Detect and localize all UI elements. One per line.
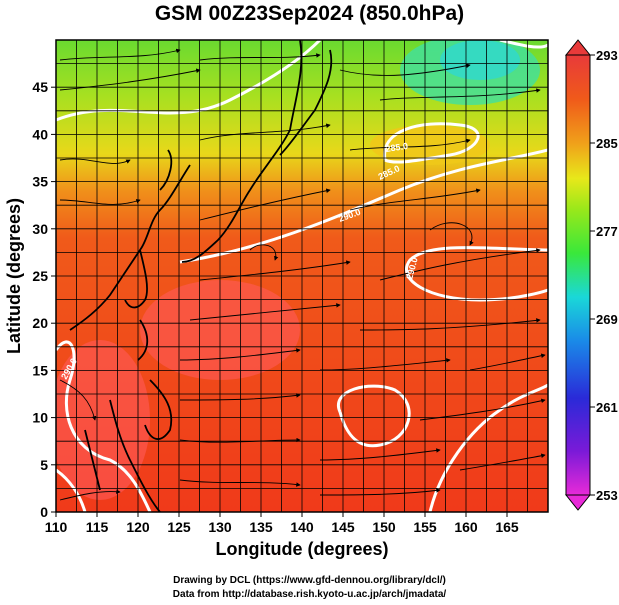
x-tick-label: 165 bbox=[495, 519, 519, 535]
colorbar-tick-label: 269 bbox=[596, 312, 618, 327]
y-tick-labels: 0 5 10 15 20 25 30 35 40 45 bbox=[32, 79, 56, 520]
x-tick-label: 140 bbox=[290, 519, 314, 535]
colorbar-tick-label: 293 bbox=[596, 48, 618, 63]
yellow-band bbox=[370, 125, 490, 165]
y-tick-label: 25 bbox=[32, 268, 48, 284]
credit-data: Data from http://database.rish.kyoto-u.a… bbox=[172, 589, 447, 600]
x-tick-label: 145 bbox=[331, 519, 355, 535]
warm-patch-south bbox=[56, 340, 150, 500]
colorbar-top-arrow bbox=[564, 39, 592, 56]
x-tick-label: 125 bbox=[167, 519, 191, 535]
x-axis-label: Longitude (degrees) bbox=[215, 539, 388, 559]
coastlines bbox=[69, 40, 333, 512]
x-tick-label: 110 bbox=[45, 519, 68, 535]
y-tick-label: 30 bbox=[32, 221, 48, 237]
credit-drawing: Drawing by DCL (https://www.gfd-dennou.o… bbox=[173, 575, 446, 586]
x-tick-label: 150 bbox=[372, 519, 396, 535]
x-tick-label: 130 bbox=[208, 519, 232, 535]
colorbar-tick-label: 285 bbox=[596, 136, 618, 151]
y-tick-label: 45 bbox=[32, 79, 48, 95]
isotherms bbox=[56, 40, 548, 512]
map-title: GSM 00Z23Sep2024 (850.0hPa) bbox=[154, 2, 465, 25]
cold-patch-core bbox=[440, 40, 520, 80]
colorbar-bottom-arrow bbox=[564, 494, 592, 511]
y-tick-label: 0 bbox=[40, 504, 48, 520]
colorbar-tick-label: 253 bbox=[596, 488, 618, 503]
x-tick-label: 135 bbox=[249, 519, 273, 535]
colorbar-tick-label: 261 bbox=[596, 400, 618, 415]
y-tick-label: 20 bbox=[32, 315, 48, 331]
contour-label: 285.0 bbox=[385, 141, 409, 154]
x-tick-label: 120 bbox=[126, 519, 150, 535]
y-tick-label: 10 bbox=[32, 410, 48, 426]
colorbar-tick-label: 277 bbox=[596, 224, 618, 239]
map-area bbox=[56, 40, 548, 512]
y-tick-label: 40 bbox=[32, 126, 48, 142]
y-tick-label: 5 bbox=[40, 457, 48, 473]
colorbar-bar bbox=[565, 54, 591, 496]
lat-lon-grid bbox=[56, 40, 548, 512]
x-tick-label: 115 bbox=[86, 519, 109, 535]
x-tick-label: 160 bbox=[454, 519, 478, 535]
x-tick-label: 155 bbox=[413, 519, 437, 535]
colorbar: 293 285 277 269 261 253 bbox=[564, 39, 618, 511]
y-tick-label: 15 bbox=[32, 362, 48, 378]
y-tick-label: 35 bbox=[32, 174, 48, 190]
y-axis-label: Latitude (degrees) bbox=[4, 198, 24, 354]
x-tick-labels: 110 115 120 125 130 135 140 145 150 155 160 165 bbox=[45, 512, 519, 535]
